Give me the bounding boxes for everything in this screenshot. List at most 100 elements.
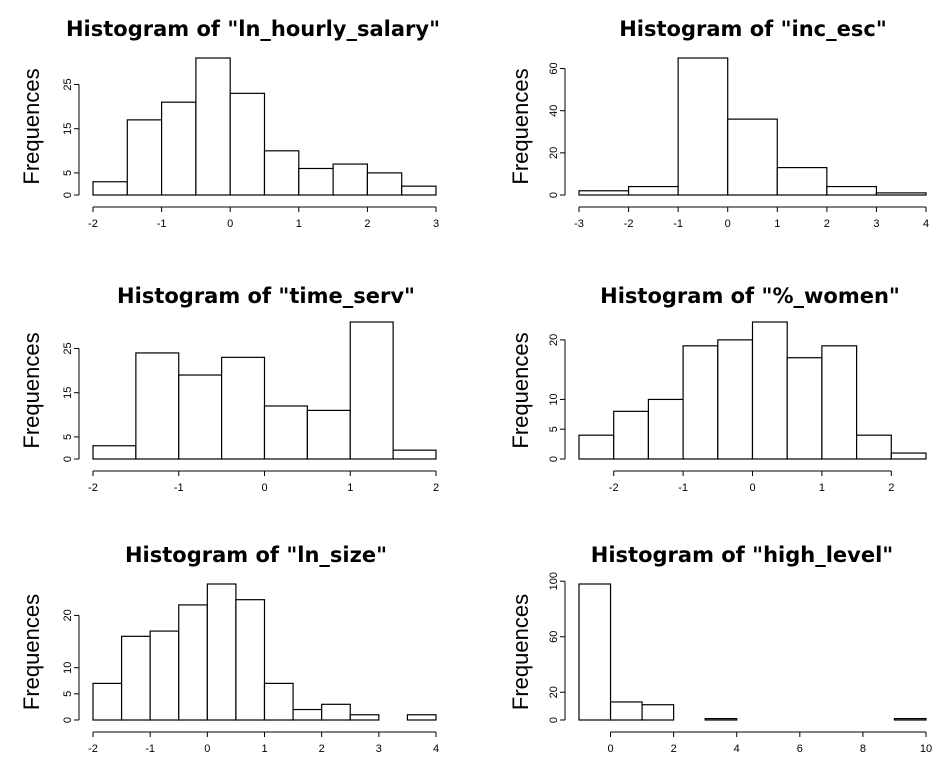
histogram-bar [609, 701, 643, 721]
histogram-bar [292, 708, 323, 721]
x-tick-label: -1 [673, 218, 683, 230]
x-tick-label: 2 [364, 218, 370, 230]
x-tick-label: -1 [157, 218, 167, 230]
x-tick-label: -2 [88, 743, 98, 755]
y-tick-label: 0 [548, 717, 560, 723]
histogram-panel-1: Histogram of "ln_hourly_salary" Frequence… [19, 17, 440, 230]
y-tick-label: 5 [62, 691, 74, 697]
y-tick-label: 0 [548, 192, 560, 198]
histogram-bar [178, 604, 208, 721]
y-tick-label: 0 [62, 717, 74, 723]
histogram-bar [401, 185, 437, 196]
y-axis-label: Frequences [508, 594, 533, 710]
histogram-bar [126, 119, 163, 196]
chart-title: Histogram of "high_level" [591, 543, 893, 567]
x-tick-label: 4 [923, 218, 929, 230]
x-tick-label: 4 [734, 743, 740, 755]
y-tick-label: 15 [62, 123, 74, 135]
y-tick-label: 5 [62, 434, 74, 440]
histogram-bar [161, 101, 197, 196]
histogram-bar [578, 434, 615, 460]
x-tick-label: 2 [671, 743, 677, 755]
x-tick-label: 2 [433, 482, 439, 494]
y-tick-label: 20 [548, 334, 560, 346]
histogram-bar [120, 635, 151, 721]
y-tick-label: 15 [62, 387, 74, 399]
x-tick-label: -1 [145, 743, 155, 755]
x-tick-label: -2 [88, 482, 98, 494]
y-tick-label: 5 [548, 426, 560, 432]
histogram-bar [821, 345, 858, 460]
histogram-bar [641, 704, 675, 721]
x-tick-label: 4 [433, 743, 439, 755]
histogram-panel-2: Histogram of "inc_esc" Frequences -3 -2 -1 0 1… [508, 17, 929, 230]
histogram-bar [717, 339, 754, 460]
x-tick-label: 0 [607, 743, 613, 755]
histogram-bar [306, 409, 351, 460]
histogram-bar [893, 718, 927, 721]
x-tick-label: 1 [347, 482, 353, 494]
histogram-bar [135, 352, 180, 460]
y-tick-label: 20 [62, 609, 74, 621]
y-tick-label: 25 [62, 342, 74, 354]
histogram-bar [627, 185, 679, 196]
histogram-panel-6: Histogram of "high_level" Frequences 0 2 4 6 8… [508, 543, 932, 755]
histogram-bar [229, 92, 266, 196]
chart-title: Histogram of "%_women" [600, 284, 900, 308]
x-tick-label: -2 [88, 218, 98, 230]
histogram-bar [235, 599, 266, 721]
histogram-bar [92, 445, 137, 460]
histogram-bar [578, 190, 630, 196]
chart-title: Histogram of "ln_hourly_salary" [66, 17, 440, 41]
histogram-bar [178, 374, 223, 460]
chart-title: Histogram of "time_serv" [117, 284, 415, 308]
x-tick-label: 6 [797, 743, 803, 755]
histogram-panel-5: Histogram of "ln_size" Frequences -2 -1 0 1 2 3… [19, 543, 439, 755]
x-tick-label: 3 [376, 743, 382, 755]
histogram-bar [786, 357, 823, 460]
histogram-bar [613, 410, 650, 460]
histogram-bar [677, 57, 729, 196]
histogram-bar [263, 682, 294, 721]
histogram-bar [578, 583, 612, 721]
x-tick-label: 1 [261, 743, 267, 755]
histogram-panel-3: Histogram of "time_serv" Frequences -2 -1 0 1… [19, 284, 439, 494]
x-tick-label: -3 [574, 218, 584, 230]
x-tick-label: 0 [227, 218, 233, 230]
y-tick-label: 0 [62, 192, 74, 198]
histogram-bar [149, 630, 180, 721]
x-tick-label: 1 [819, 482, 825, 494]
y-tick-label: 5 [62, 170, 74, 176]
y-tick-label: 20 [548, 147, 560, 159]
histogram-bar [92, 181, 128, 196]
y-tick-label: 0 [62, 456, 74, 462]
x-tick-label: 1 [774, 218, 780, 230]
histogram-bar [332, 163, 369, 196]
histogram-bar [321, 703, 351, 721]
histogram-bar [392, 449, 437, 460]
x-tick-label: 2 [319, 743, 325, 755]
x-tick-label: 2 [824, 218, 830, 230]
y-axis-label: Frequences [19, 332, 44, 448]
x-tick-label: 3 [873, 218, 879, 230]
histogram-bar [826, 185, 878, 196]
y-tick-label: 60 [548, 62, 560, 74]
x-tick-label: 0 [749, 482, 755, 494]
x-tick-label: -1 [678, 482, 688, 494]
y-axis-label: Frequences [508, 332, 533, 448]
histogram-bar [855, 434, 892, 460]
chart-title: Histogram of "inc_esc" [619, 17, 887, 41]
histogram-bar [263, 405, 308, 460]
x-tick-label: 1 [296, 218, 302, 230]
y-tick-label: 60 [548, 631, 560, 643]
y-tick-label: 25 [62, 78, 74, 90]
histogram-bar [647, 398, 684, 460]
y-axis-label: Frequences [508, 68, 533, 184]
histogram-bar [704, 718, 738, 721]
x-tick-label: 2 [888, 482, 894, 494]
chart-title: Histogram of "ln_size" [125, 543, 387, 567]
histogram-bar [406, 714, 437, 721]
x-tick-label: 3 [433, 218, 439, 230]
histogram-bar [751, 321, 788, 460]
